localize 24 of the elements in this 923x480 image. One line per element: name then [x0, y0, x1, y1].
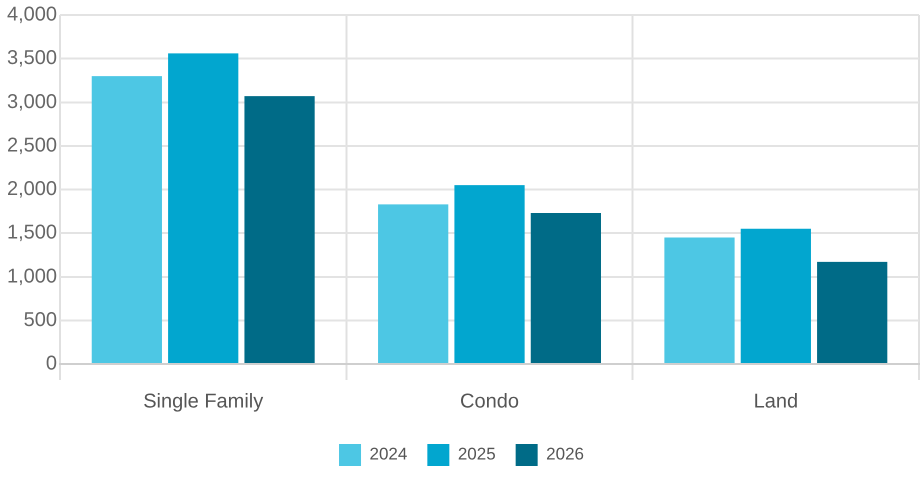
legend-label: 2025 [458, 444, 496, 464]
x-tick-label: Single Family [143, 390, 264, 413]
y-tick-label: 500 [24, 308, 58, 331]
bar [378, 204, 448, 363]
y-tick-label: 3,500 [6, 47, 58, 70]
y-tick-label: 0 [46, 352, 58, 375]
y-tick-label: 2,500 [6, 134, 58, 156]
bar [817, 262, 888, 363]
y-tick-label: 1,000 [6, 265, 58, 288]
x-tick-label: Condo [460, 390, 519, 413]
bar [530, 213, 601, 363]
bar [664, 237, 735, 363]
legend-label: 2024 [370, 444, 408, 464]
y-tick-label: 4,000 [6, 4, 58, 26]
x-tick-label: Land [754, 390, 798, 413]
y-tick-label: 2,000 [6, 178, 58, 200]
y-tick-label: 1,500 [6, 222, 58, 244]
bar [740, 228, 811, 363]
bar [92, 76, 162, 363]
bar [168, 53, 238, 363]
bar [244, 96, 315, 363]
legend-label: 2026 [546, 444, 584, 464]
y-tick-label: 3,000 [6, 90, 58, 113]
bar [454, 185, 525, 363]
